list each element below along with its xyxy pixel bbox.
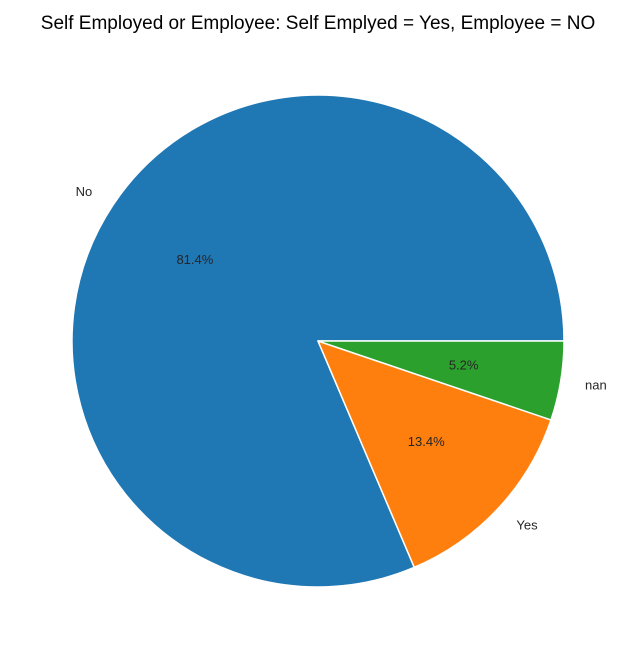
slice-percent-nan: 5.2% — [449, 358, 479, 373]
slice-label-yes: Yes — [516, 517, 538, 532]
slice-label-no: No — [76, 184, 93, 199]
chart-title: Self Employed or Employee: Self Emplyed … — [41, 13, 595, 34]
pie-slices — [71, 94, 565, 588]
slice-percent-no: 81.4% — [176, 252, 213, 267]
slice-percent-yes: 13.4% — [408, 434, 445, 449]
pie-labels: No 81.4% Yes 13.4% nan 5.2% — [76, 184, 607, 532]
pie-slice-yes — [317, 340, 552, 569]
pie-slice-nan — [317, 340, 565, 421]
slice-label-nan: nan — [585, 378, 607, 393]
